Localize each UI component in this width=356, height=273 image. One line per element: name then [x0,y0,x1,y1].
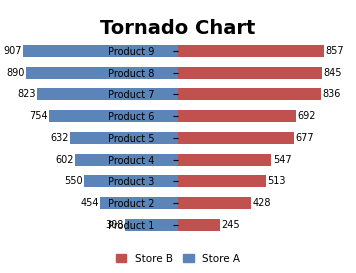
Text: 632: 632 [50,133,69,143]
Bar [178,219,220,231]
Text: 857: 857 [326,46,345,56]
Text: 754: 754 [29,111,48,121]
Text: 308: 308 [106,220,124,230]
Bar [178,154,272,166]
Bar [178,110,296,122]
Bar [100,197,178,209]
Bar [178,67,323,79]
Bar [178,197,251,209]
Text: 245: 245 [221,220,240,230]
Bar [26,67,178,79]
Text: 823: 823 [17,89,36,99]
Bar [125,219,178,231]
Bar [37,88,178,100]
Bar [75,154,178,166]
Text: 513: 513 [267,176,286,186]
Legend: Store B, Store A: Store B, Store A [112,250,244,268]
Text: 550: 550 [64,176,83,186]
Bar [178,132,294,144]
Bar [49,110,178,122]
Text: 428: 428 [252,198,271,208]
Text: Tornado Chart: Tornado Chart [100,19,256,38]
Text: 845: 845 [324,67,342,78]
Text: 890: 890 [6,67,25,78]
Text: 836: 836 [322,89,341,99]
Text: 547: 547 [273,155,292,165]
Bar [178,88,321,100]
Text: 907: 907 [3,46,22,56]
Bar [178,45,324,57]
Text: 677: 677 [295,133,314,143]
Bar [178,176,266,187]
Text: 692: 692 [298,111,316,121]
Text: 454: 454 [80,198,99,208]
Text: 602: 602 [55,155,74,165]
Bar [70,132,178,144]
Bar [23,45,178,57]
Bar [84,176,178,187]
